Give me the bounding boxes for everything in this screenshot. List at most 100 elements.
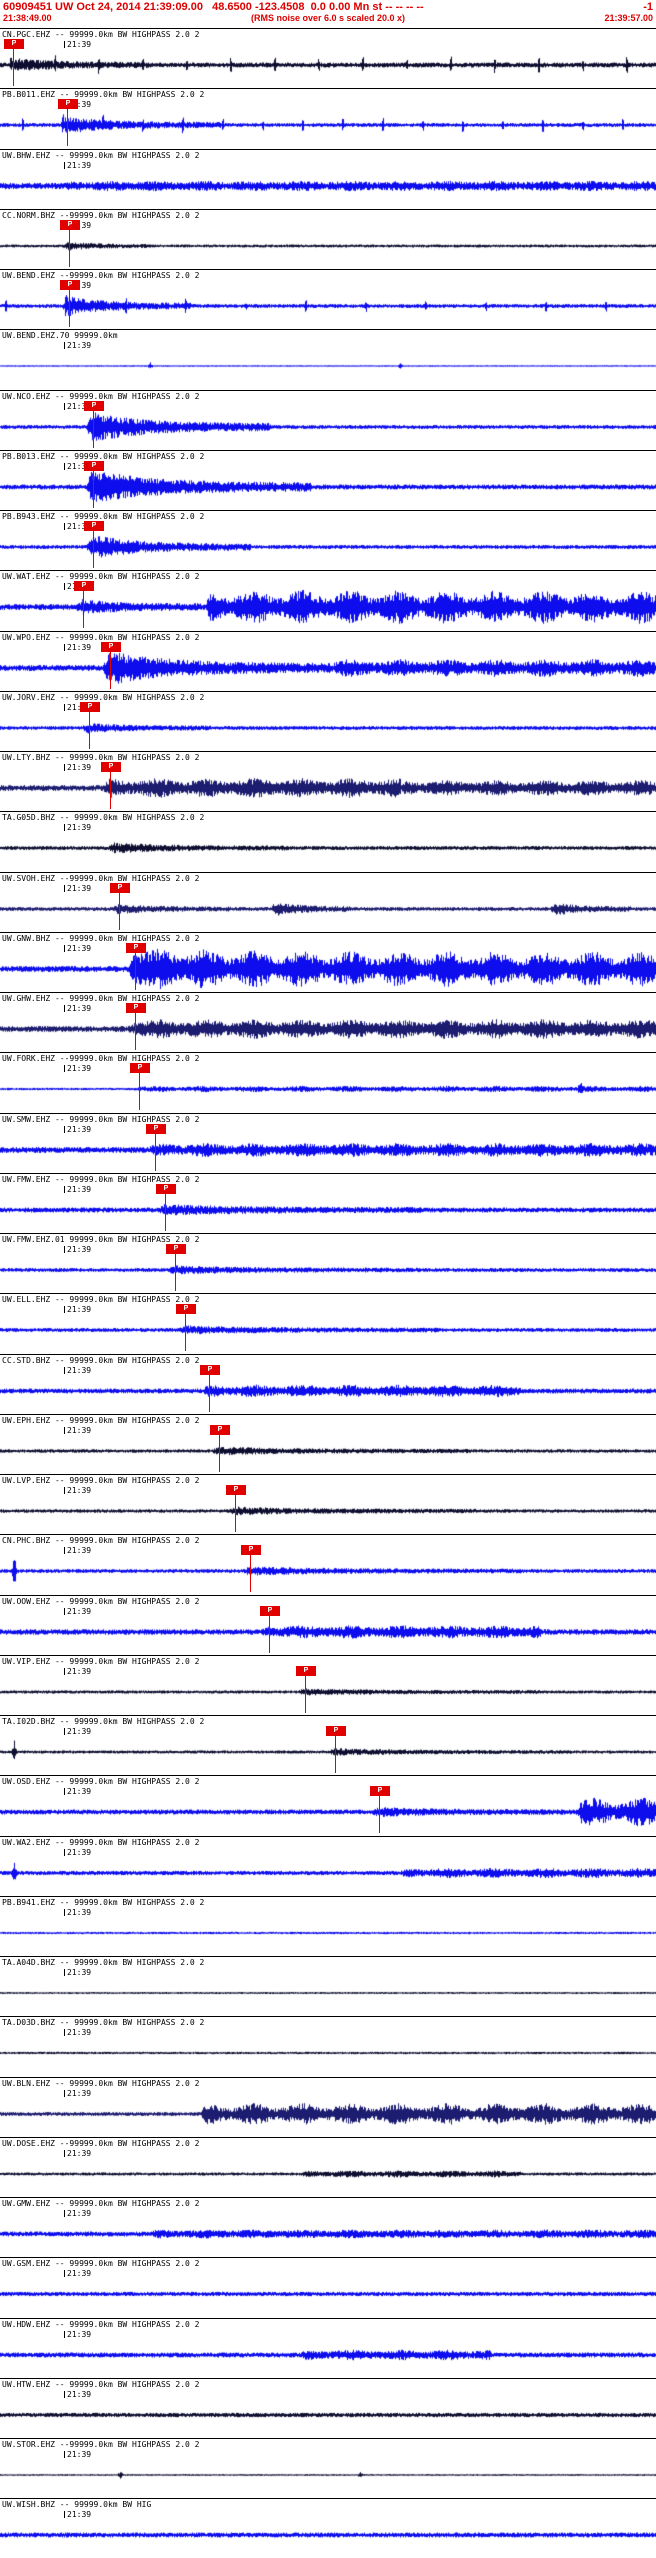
waveform-canvas[interactable] [0, 1548, 656, 1595]
waveform-canvas[interactable] [0, 1066, 656, 1113]
phase-pick-flag[interactable]: P [241, 1545, 261, 1593]
waveform-canvas[interactable] [0, 765, 656, 811]
phase-pick-flag[interactable]: P [166, 1244, 186, 1291]
pick-flag-box[interactable]: P [60, 280, 80, 290]
waveform-canvas[interactable] [0, 1729, 656, 1775]
phase-pick-flag[interactable]: P [370, 1786, 390, 1834]
waveform-canvas[interactable] [0, 945, 656, 992]
pick-flag-box[interactable]: P [146, 1123, 166, 1134]
waveform-canvas[interactable] [0, 2512, 656, 2558]
pick-flag-box[interactable]: P [370, 1786, 390, 1797]
pick-flag-box[interactable]: P [101, 762, 121, 772]
minute-label: 21:39 [67, 1305, 92, 1315]
pick-flag-box[interactable]: P [110, 882, 130, 893]
waveform-canvas[interactable] [0, 1247, 656, 1293]
waveform-canvas[interactable] [0, 885, 656, 932]
phase-pick-flag[interactable]: P [4, 39, 24, 86]
pick-flag-box[interactable]: P [226, 1485, 246, 1495]
station-channel-label: UW.HTW.EHZ -- 99999.0km BW HIGHPASS 2.0 … [2, 2379, 200, 2389]
waveform-canvas[interactable] [0, 102, 656, 149]
phase-pick-flag[interactable]: P [126, 1003, 146, 1050]
pick-flag-box[interactable]: P [241, 1545, 261, 1556]
phase-pick-flag[interactable]: P [101, 762, 121, 809]
pick-flag-box[interactable]: P [60, 219, 80, 230]
pick-flag-box[interactable]: P [84, 400, 104, 411]
waveform-canvas[interactable] [0, 1367, 656, 1414]
phase-pick-flag[interactable]: P [146, 1123, 166, 1171]
pick-flag-box[interactable]: P [80, 701, 100, 712]
waveform-canvas[interactable] [0, 2030, 656, 2077]
phase-pick-flag[interactable]: P [84, 460, 104, 508]
waveform-canvas[interactable] [0, 1849, 656, 1896]
waveform-canvas[interactable] [0, 1006, 656, 1052]
waveform-canvas[interactable] [0, 524, 656, 570]
pick-flag-box[interactable]: P [84, 460, 104, 471]
pick-flag-box[interactable]: P [200, 1364, 220, 1375]
phase-pick-flag[interactable]: P [84, 400, 104, 448]
minute-label: 21:39 [67, 2269, 92, 2279]
waveform-canvas[interactable] [0, 1789, 656, 1836]
waveform-canvas[interactable] [0, 644, 656, 691]
pick-flag-box[interactable]: P [156, 1183, 176, 1194]
pick-flag-box[interactable]: P [4, 39, 24, 49]
phase-pick-flag[interactable]: P [126, 942, 146, 990]
waveform-canvas[interactable] [0, 2271, 656, 2318]
pick-flag-box[interactable]: P [126, 942, 146, 953]
waveform-canvas[interactable] [0, 584, 656, 631]
pick-flag-box[interactable]: P [130, 1063, 150, 1074]
waveform-canvas[interactable] [0, 2391, 656, 2438]
waveform-canvas[interactable] [0, 1427, 656, 1474]
waveform-canvas[interactable] [0, 2331, 656, 2378]
pick-flag-box[interactable]: P [210, 1424, 230, 1435]
phase-pick-flag[interactable]: P [58, 99, 78, 147]
pick-flag-box[interactable]: P [84, 521, 104, 531]
pick-flag-box[interactable]: P [166, 1244, 186, 1254]
waveform-canvas[interactable] [0, 283, 656, 329]
waveform-canvas[interactable] [0, 2211, 656, 2257]
waveform-canvas[interactable] [0, 1668, 656, 1715]
pick-flag-box[interactable]: P [74, 581, 94, 592]
waveform-canvas[interactable] [0, 1126, 656, 1173]
pick-flag-box[interactable]: P [58, 99, 78, 110]
phase-pick-flag[interactable]: P [326, 1726, 346, 1773]
waveform-canvas[interactable] [0, 1909, 656, 1956]
phase-pick-flag[interactable]: P [74, 581, 94, 629]
minute-tick-icon [64, 2210, 65, 2217]
phase-pick-flag[interactable]: P [80, 701, 100, 749]
phase-pick-flag[interactable]: P [60, 219, 80, 267]
waveform-canvas[interactable] [0, 2452, 656, 2498]
phase-pick-flag[interactable]: P [200, 1364, 220, 1412]
waveform-canvas[interactable] [0, 162, 656, 209]
phase-pick-flag[interactable]: P [176, 1304, 196, 1352]
waveform-canvas[interactable] [0, 343, 656, 390]
waveform-canvas[interactable] [0, 2090, 656, 2137]
waveform-canvas[interactable] [0, 403, 656, 450]
waveform-canvas[interactable] [0, 42, 656, 88]
phase-pick-flag[interactable]: P [260, 1605, 280, 1653]
waveform-canvas[interactable] [0, 1307, 656, 1354]
waveform-canvas[interactable] [0, 704, 656, 751]
pick-flag-box[interactable]: P [101, 641, 121, 652]
phase-pick-flag[interactable]: P [84, 521, 104, 568]
waveform-canvas[interactable] [0, 222, 656, 269]
phase-pick-flag[interactable]: P [296, 1665, 316, 1713]
pick-flag-box[interactable]: P [126, 1003, 146, 1013]
phase-pick-flag[interactable]: P [101, 641, 121, 689]
phase-pick-flag[interactable]: P [110, 882, 130, 930]
phase-pick-flag[interactable]: P [156, 1183, 176, 1231]
phase-pick-flag[interactable]: P [130, 1063, 150, 1111]
pick-flag-box[interactable]: P [326, 1726, 346, 1736]
waveform-canvas[interactable] [0, 1488, 656, 1534]
pick-flag-box[interactable]: P [176, 1304, 196, 1315]
waveform-canvas[interactable] [0, 2150, 656, 2197]
waveform-canvas[interactable] [0, 463, 656, 510]
waveform-canvas[interactable] [0, 1186, 656, 1233]
waveform-canvas[interactable] [0, 825, 656, 872]
waveform-canvas[interactable] [0, 1970, 656, 2016]
phase-pick-flag[interactable]: P [60, 280, 80, 327]
pick-flag-box[interactable]: P [296, 1665, 316, 1676]
phase-pick-flag[interactable]: P [226, 1485, 246, 1532]
phase-pick-flag[interactable]: P [210, 1424, 230, 1472]
waveform-canvas[interactable] [0, 1608, 656, 1655]
pick-flag-box[interactable]: P [260, 1605, 280, 1616]
